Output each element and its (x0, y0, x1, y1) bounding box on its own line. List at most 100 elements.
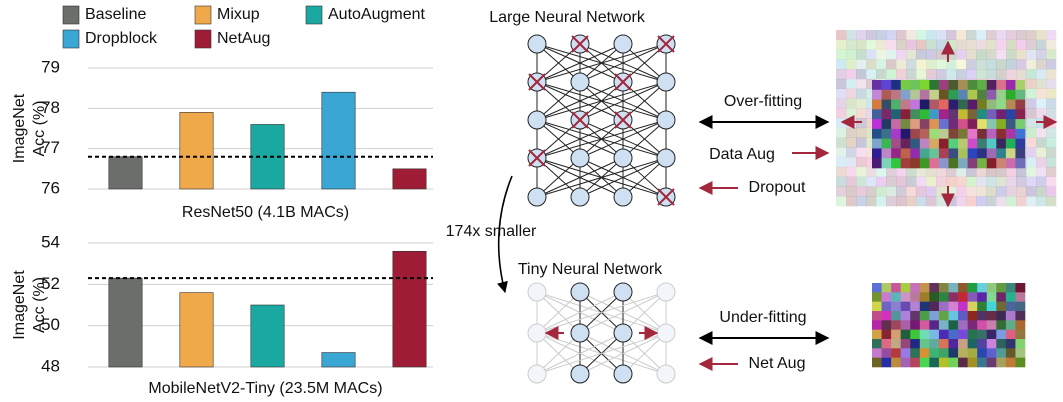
image-tile (996, 339, 1007, 349)
image-tile (891, 109, 901, 120)
image-tile (1015, 283, 1026, 293)
image-tile (938, 80, 949, 91)
image-tile (986, 348, 997, 358)
image-tile (919, 128, 930, 139)
image-tile (1026, 157, 1037, 168)
image-tile (886, 49, 897, 60)
image-tile (910, 158, 921, 169)
neuron (527, 282, 547, 302)
image-tile (886, 59, 897, 70)
image-tile (1005, 80, 1016, 91)
image-tile (846, 98, 857, 109)
image-tile (866, 49, 877, 60)
image-tile (919, 283, 930, 293)
diagram-label: Large Neural Network (489, 9, 646, 26)
image-tile (919, 301, 930, 312)
image-tile (977, 158, 988, 169)
image-tile (938, 339, 949, 349)
image-tile (936, 30, 947, 41)
image-tile (1046, 78, 1057, 89)
image-tile (967, 89, 978, 100)
image-tile (967, 320, 978, 330)
image-tile (919, 119, 930, 130)
neuron (656, 323, 676, 343)
image-tile (938, 357, 949, 368)
image-tile (896, 166, 907, 177)
image-tile (929, 348, 940, 358)
image-tile (1046, 98, 1057, 109)
image-tile (986, 357, 997, 368)
y-axis-label: Acc (%) (31, 101, 48, 157)
image-tile (926, 30, 937, 41)
image-tile (936, 39, 947, 50)
image-tile (876, 186, 887, 197)
image-tile (976, 166, 987, 177)
image-tile (846, 127, 857, 138)
image-tile (900, 80, 911, 91)
image-tile (967, 357, 978, 368)
image-tile (977, 80, 988, 91)
image-tile (929, 357, 940, 368)
image-tile (938, 109, 949, 120)
image-tile (900, 283, 911, 293)
image-tile (1046, 186, 1057, 197)
image-tile (836, 98, 847, 109)
edge (536, 332, 581, 375)
image-tile (958, 148, 968, 159)
image-tile (1005, 283, 1016, 293)
image-tile (929, 148, 940, 159)
image-tile (926, 186, 937, 197)
image-tile (926, 69, 937, 80)
image-tile (986, 109, 997, 120)
image-tile (836, 186, 847, 197)
image-tile (948, 109, 959, 120)
image-tile (866, 127, 877, 138)
image-tile (856, 186, 867, 197)
image-tile (836, 49, 847, 60)
image-tile (977, 348, 988, 358)
image-tile (856, 196, 867, 207)
image-tile (1016, 166, 1027, 177)
image-tile (866, 30, 877, 41)
image-tile (910, 89, 921, 100)
image-tile (916, 166, 927, 177)
image-tile (1046, 59, 1057, 70)
neuron (613, 148, 633, 168)
image-tile (938, 329, 949, 340)
image-tile (948, 158, 959, 169)
image-tile (1046, 176, 1057, 187)
arrow (497, 175, 513, 294)
image-tile (881, 311, 892, 321)
image-tile (866, 98, 877, 109)
image-tile (1036, 49, 1047, 60)
image-tile (996, 292, 1007, 302)
image-tile (1026, 147, 1037, 158)
image-tile (996, 301, 1007, 312)
image-tile (876, 69, 887, 80)
image-tile (916, 39, 927, 50)
image-tile (906, 176, 917, 187)
image-tile (948, 320, 959, 330)
image-tile (856, 98, 867, 109)
image-tile (977, 311, 988, 321)
image-tile (872, 283, 882, 293)
y-tick-label: 79 (41, 57, 60, 76)
image-tile (1006, 39, 1017, 50)
x-axis-label: MobileNetV2-Tiny (23.5M MACs) (148, 380, 382, 397)
image-tile (976, 196, 987, 207)
image-tile (986, 292, 997, 302)
edge (579, 157, 667, 198)
image-tile (872, 158, 882, 169)
image-tile (866, 166, 877, 177)
image-tile (958, 119, 968, 130)
x-axis-label: ResNet50 (4.1B MACs) (182, 204, 349, 221)
image-tile (948, 292, 959, 302)
image-tile (996, 196, 1007, 207)
image-tile (886, 196, 897, 207)
image-tile (936, 196, 947, 207)
edge (536, 157, 624, 198)
image-tile (956, 69, 967, 80)
image-tile (919, 89, 930, 100)
image-tile (958, 80, 968, 91)
image-tile (986, 89, 997, 100)
